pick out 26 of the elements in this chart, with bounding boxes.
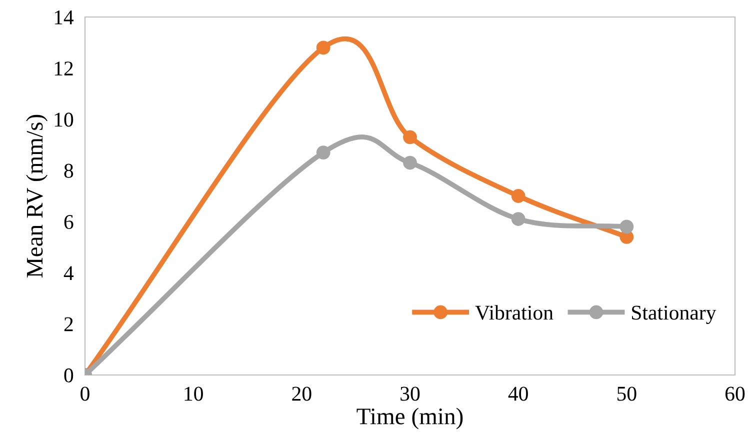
x-tick-label: 40 [508,386,528,401]
x-tick-label: 30 [400,386,420,401]
point [316,40,330,55]
point [403,156,417,170]
point [316,146,330,160]
legend-label: Stationary [632,306,716,324]
point [620,220,634,234]
y-tick-label: 2 [64,317,73,332]
x-tick-label: 0 [80,386,90,401]
x-tick-label: 60 [725,386,745,401]
y-tick-label: 8 [64,164,74,178]
legend-label: Vibration [475,305,554,320]
y-tick-label: 14 [54,10,74,24]
y-tick-label: 10 [54,112,74,127]
y-tick-label: 4 [64,266,74,280]
x-tick-label: 50 [617,386,636,401]
y-tick-label: 12 [54,62,73,76]
x-tick-label: 10 [184,386,203,401]
x-tick-label: 20 [292,386,312,401]
point [511,189,526,203]
x-axis-title: Time (min) [356,408,463,430]
y-tick-label: 6 [64,215,74,230]
point [403,130,417,144]
point [511,212,526,226]
y-axis-title: Mean RV (mm/s) [26,114,48,278]
y-tick-label: 0 [64,368,74,382]
